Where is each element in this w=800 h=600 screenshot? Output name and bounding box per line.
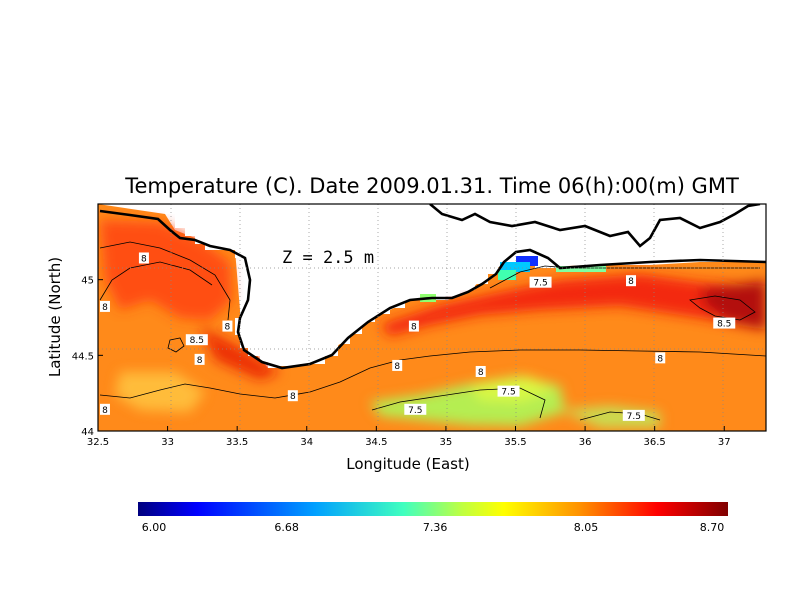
x-tick-label: 33 bbox=[161, 437, 174, 448]
x-axis-ticks: 32.5 33 33.5 34 34.5 35 35.5 36 36.5 37 bbox=[87, 426, 731, 448]
contour-label: 8 bbox=[628, 277, 634, 287]
contour-label-bg bbox=[138, 252, 149, 264]
depth-label: Z = 2.5 m bbox=[282, 248, 374, 268]
contour-label: 8 bbox=[102, 303, 108, 313]
x-axis-label: Longitude (East) bbox=[346, 455, 469, 473]
contour-label-bg bbox=[194, 353, 205, 365]
y-tick-label: 44.5 bbox=[72, 351, 94, 362]
x-tick-label: 36.5 bbox=[644, 437, 666, 448]
contour-label: 8 bbox=[478, 368, 484, 378]
contour-label: 8.5 bbox=[717, 320, 731, 330]
plot-frame bbox=[97, 203, 767, 432]
map-title: Temperature (C). Date 2009.01.31. Time 0… bbox=[124, 174, 739, 198]
contour-label: 8 bbox=[141, 254, 147, 264]
y-axis-ticks: 44 44.5 45 bbox=[72, 276, 103, 438]
colorbar bbox=[138, 502, 728, 516]
coastline-north bbox=[429, 204, 761, 248]
contour-label: 7.5 bbox=[533, 279, 547, 289]
contour-label-bg bbox=[392, 359, 403, 371]
contour-labels: 8 8 8 8.5 8 8 8 8 8 8 7.5 7.5 7.5 8 8 7.5 8.5 bbox=[99, 252, 736, 422]
contour-label-bg bbox=[626, 275, 637, 287]
contour-label-bg bbox=[497, 385, 520, 397]
colorbar-ticks: 6.00 6.68 7.36 8.05 8.70 bbox=[142, 521, 725, 534]
contour-label: 8 bbox=[657, 354, 663, 364]
colorbar-tick-label: 6.68 bbox=[274, 521, 299, 534]
colorbar-tick-label: 6.00 bbox=[142, 521, 167, 534]
contour-label: 7.5 bbox=[627, 412, 641, 422]
contour-label: 8 bbox=[394, 362, 400, 372]
contour-label: 7.5 bbox=[408, 406, 422, 416]
contour-label-bg bbox=[99, 403, 110, 415]
x-tick-label: 35 bbox=[440, 437, 453, 448]
x-tick-label: 34 bbox=[300, 437, 313, 448]
x-tick-label: 32.5 bbox=[87, 437, 109, 448]
contour-label: 8 bbox=[290, 392, 296, 402]
x-tick-label: 37 bbox=[718, 437, 731, 448]
colorbar-tick-label: 8.05 bbox=[574, 521, 599, 534]
contour-label-bg bbox=[622, 409, 645, 421]
contour-label: 8 bbox=[102, 406, 108, 416]
grid-lines bbox=[98, 204, 766, 431]
crimea-landmass bbox=[98, 204, 766, 368]
contour-label-bg bbox=[185, 334, 208, 346]
x-tick-label: 34.5 bbox=[365, 437, 387, 448]
contour-label-bg bbox=[713, 317, 736, 329]
x-tick-label: 35.5 bbox=[504, 437, 526, 448]
contour-label-bg bbox=[222, 320, 233, 332]
contour-label-bg bbox=[99, 300, 110, 312]
colorbar-tick-label: 7.36 bbox=[423, 521, 448, 534]
contour-label: 7.5 bbox=[501, 388, 515, 398]
coastline bbox=[99, 209, 766, 370]
x-tick-label: 36 bbox=[579, 437, 592, 448]
colorbar-tick-label: 8.70 bbox=[700, 521, 725, 534]
contour-label: 8.5 bbox=[190, 336, 204, 346]
plot-area: 8 8 8 8.5 8 8 8 8 8 8 7.5 7.5 7.5 8 8 7.5 8.5 bbox=[98, 204, 766, 431]
y-axis-label: Latitude (North) bbox=[46, 257, 64, 377]
contour-label: 8 bbox=[197, 356, 203, 366]
contour-label-bg bbox=[287, 390, 298, 402]
x-tick-label: 33.5 bbox=[226, 437, 248, 448]
y-tick-label: 45 bbox=[81, 276, 94, 287]
contour-label-bg bbox=[404, 403, 427, 415]
contour-label-bg bbox=[475, 365, 486, 377]
contour-label-bg bbox=[408, 320, 419, 332]
contour-label: 8 bbox=[411, 323, 417, 333]
contour-label: 8 bbox=[225, 323, 231, 333]
contour-label-bg bbox=[529, 276, 552, 288]
y-tick-label: 44 bbox=[81, 427, 94, 438]
contour-label-bg bbox=[655, 352, 666, 364]
